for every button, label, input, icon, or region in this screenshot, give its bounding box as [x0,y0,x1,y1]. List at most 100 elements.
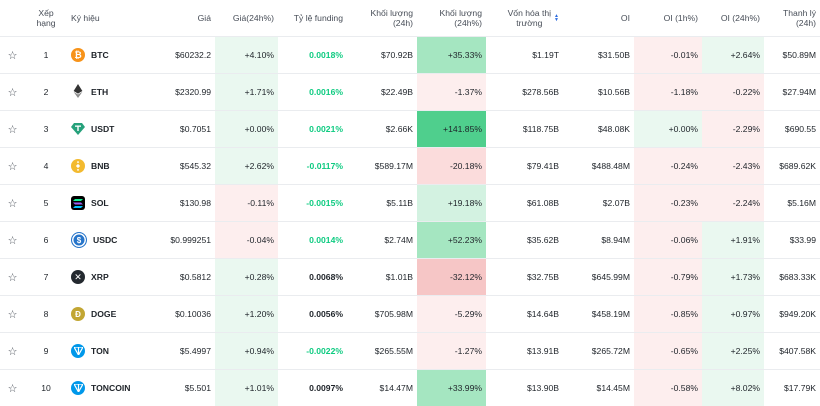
favorite-star-icon[interactable]: ☆ [0,259,25,296]
table-row[interactable]: ☆1₿BTC$60232.2+4.10%0.0018%$70.92B+35.33… [0,37,820,74]
symbol-cell[interactable]: ETH [67,74,142,111]
symbol-cell[interactable]: USDT [67,111,142,148]
market-cap-cell: $13.91B [486,333,563,370]
favorite-star-icon[interactable]: ☆ [0,333,25,370]
price-change-cell: -0.11% [215,185,278,222]
price-change-cell: +0.00% [215,111,278,148]
oi-24h-cell: +0.97% [702,296,764,333]
volume-cell: $265.55M [347,333,417,370]
favorite-star-icon[interactable]: ☆ [0,185,25,222]
favorite-star-icon[interactable]: ☆ [0,74,25,111]
oi-24h-cell: +2.64% [702,37,764,74]
volume-change-cell: -1.27% [417,333,486,370]
symbol-cell[interactable]: $USDC [67,222,142,259]
header-market-cap[interactable]: Vốn hóa thị trường ▲▼ [486,0,563,37]
liquidation-cell: $407.58K [764,333,820,370]
price-change-cell: +1.20% [215,296,278,333]
funding-cell: 0.0018% [278,37,347,74]
rank-cell: 1 [25,37,67,74]
oi-cell: $488.48M [563,148,634,185]
symbol-cell[interactable]: ₿ BTC [67,37,142,74]
symbol-label: USDC [93,235,117,245]
symbol-label: BTC [91,50,109,60]
oi-1h-cell: -0.65% [634,333,702,370]
liquidation-cell: $949.20K [764,296,820,333]
header-oi[interactable]: OI [563,0,634,37]
bnb-icon [71,159,85,173]
rank-cell: 8 [25,296,67,333]
funding-cell: -0.0015% [278,185,347,222]
symbol-cell[interactable]: BNB [67,148,142,185]
table-row[interactable]: ☆7✕XRP$0.5812+0.28%0.0068%$1.01B-32.12%$… [0,259,820,296]
price-cell: $545.32 [142,148,215,185]
oi-24h-cell: -0.22% [702,74,764,111]
oi-1h-cell: +0.00% [634,111,702,148]
header-oi-1h[interactable]: OI (1h%) [634,0,702,37]
market-cap-cell: $32.75B [486,259,563,296]
volume-cell: $2.66K [347,111,417,148]
rank-cell: 2 [25,74,67,111]
header-price-change[interactable]: Giá(24h%) [215,0,278,37]
liquidation-cell: $683.33K [764,259,820,296]
btc-icon: ₿ [71,48,85,62]
favorite-star-icon[interactable]: ☆ [0,296,25,333]
volume-cell: $5.11B [347,185,417,222]
market-cap-cell: $35.62B [486,222,563,259]
favorite-star-icon[interactable]: ☆ [0,37,25,74]
rank-cell: 9 [25,333,67,370]
oi-cell: $645.99M [563,259,634,296]
header-oi-24h[interactable]: OI (24h%) [702,0,764,37]
funding-cell: 0.0021% [278,111,347,148]
oi-1h-cell: -0.85% [634,296,702,333]
oi-1h-cell: -1.18% [634,74,702,111]
favorite-star-icon[interactable]: ☆ [0,148,25,185]
eth-icon [71,84,85,100]
header-rank[interactable]: Xếp hạng [25,0,67,37]
market-cap-line2: trường [516,18,542,28]
header-volume[interactable]: Khối lượng (24h) [347,0,417,37]
header-price[interactable]: Giá [142,0,215,37]
symbol-label: XRP [91,272,109,282]
header-liquidation[interactable]: Thanh lý (24h) [764,0,820,37]
symbol-cell[interactable]: SOL [67,185,142,222]
price-cell: $2320.99 [142,74,215,111]
doge-icon: Ð [71,307,85,321]
funding-cell: 0.0068% [278,259,347,296]
price-change-cell: +2.62% [215,148,278,185]
oi-1h-cell: -0.01% [634,37,702,74]
volume-cell: $589.17M [347,148,417,185]
sort-icon[interactable]: ▲▼ [554,14,559,22]
funding-cell: 0.0014% [278,222,347,259]
header-symbol[interactable]: Ký hiệu [67,0,142,37]
table-row[interactable]: ☆6$USDC$0.999251-0.04%0.0014%$2.74M+52.2… [0,222,820,259]
header-volume-change[interactable]: Khối lượng (24h%) [417,0,486,37]
market-cap-line1: Vốn hóa thị [508,8,551,18]
xrp-icon: ✕ [71,270,85,284]
oi-1h-cell: -0.24% [634,148,702,185]
favorite-star-icon[interactable]: ☆ [0,222,25,259]
market-cap-cell: $1.19T [486,37,563,74]
price-cell: $0.10036 [142,296,215,333]
symbol-cell[interactable]: ✕ XRP [67,259,142,296]
symbol-cell[interactable]: TON [67,333,142,370]
volume-change-cell: -5.29% [417,296,486,333]
price-change-cell: +4.10% [215,37,278,74]
header-funding[interactable]: Tỷ lệ funding [278,0,347,37]
funding-cell: 0.0016% [278,74,347,111]
volume-change-cell: +19.18% [417,185,486,222]
favorite-star-icon[interactable]: ☆ [0,111,25,148]
oi-24h-cell: +1.73% [702,259,764,296]
star-header [0,0,25,37]
price-cell: $5.4997 [142,333,215,370]
oi-cell: $31.50B [563,37,634,74]
liquidation-cell: $50.89M [764,37,820,74]
volume-change-cell: -1.37% [417,74,486,111]
